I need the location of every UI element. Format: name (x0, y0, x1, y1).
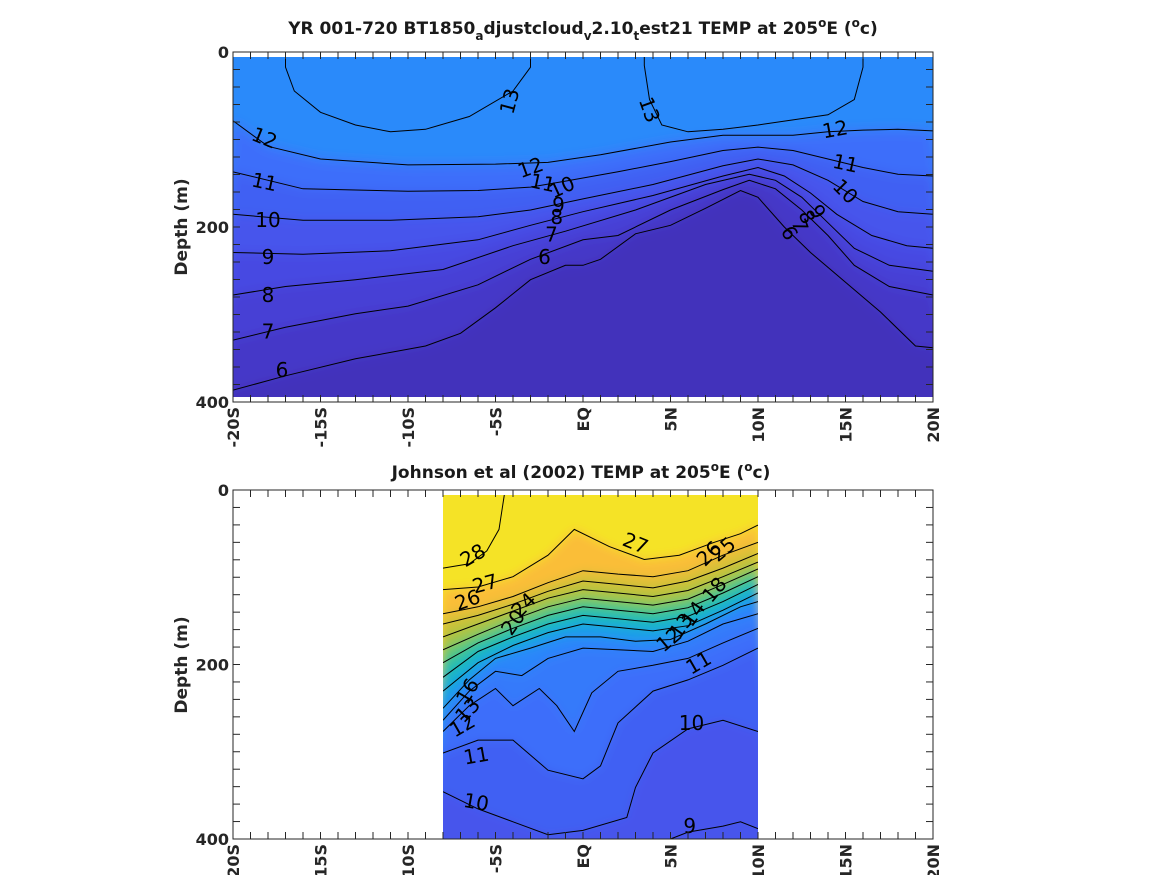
bottom-panel-contour-label: 9 (683, 814, 696, 838)
top-panel-title-part: o (852, 16, 860, 30)
bottom-panel-x-tick-label: -5S (487, 844, 506, 873)
top-panel-contour-line (643, 57, 864, 133)
top-panel-title-part: a (475, 29, 483, 43)
top-panel-contour-label: 7 (545, 223, 558, 247)
bottom-panel-contour-line (443, 524, 758, 591)
top-panel-title-part: YR 001-720 BT1850 (287, 19, 475, 39)
top-panel-contour-label: 11 (528, 168, 558, 197)
bottom-panel: Johnson et al (2002) TEMP at 205oE (oc) … (172, 460, 943, 875)
bottom-panel-y-tick-label: 400 (196, 830, 229, 849)
top-panel-x-tick-label: 5N (662, 407, 681, 432)
top-panel-contour-label: 9 (552, 193, 565, 217)
top-panel-contour-line (233, 146, 933, 192)
top-panel-title-part: est21 TEMP at 205 (639, 19, 818, 39)
top-panel-contour-line (285, 57, 531, 133)
top-panel-title-part: E ( (826, 19, 851, 39)
bottom-panel-contour-line (443, 576, 758, 664)
top-panel-contour-label: 6 (276, 358, 289, 382)
bottom-panel-ticks (232, 489, 934, 840)
top-panel-field-viewport (233, 57, 933, 397)
bottom-panel-title-part: o (711, 460, 719, 474)
top-panel-y-tick-label: 400 (196, 393, 229, 412)
top-panel-tick-labels: -20S -15S -10S -5S EQ 5N 10N 15N 20N 0 200 400 (196, 43, 943, 447)
bottom-panel-contour-label: 11 (462, 742, 491, 770)
top-panel-x-tick-label: EQ (574, 407, 593, 432)
top-panel-contour-label: 10 (255, 208, 280, 232)
top-panel-title-part: t (633, 29, 639, 43)
top-panel-color-field (233, 57, 933, 397)
bottom-panel-contour-line (443, 541, 758, 615)
bottom-panel-contour-label: 10 (679, 711, 704, 735)
bottom-panel-x-tick-label: -10S (399, 844, 418, 875)
top-panel-contour-line (233, 189, 933, 391)
top-panel: YR 001-720 BT1850adjustcloudv2.10test21 … (172, 16, 943, 447)
top-panel-x-tick-label: 20N (924, 407, 943, 443)
top-panel-contour-label: 9 (262, 245, 275, 269)
bottom-panel-contour-line (443, 568, 758, 651)
top-panel-ticks (232, 51, 934, 403)
bottom-panel-title: Johnson et al (2002) TEMP at 205oE (oc) (391, 460, 771, 483)
bottom-panel-contour-line (443, 647, 758, 780)
top-panel-title-part: v (584, 29, 592, 43)
top-panel-title-part: djustcloud (483, 19, 583, 39)
bottom-panel-x-tick-label: 20N (924, 844, 943, 875)
top-panel-contour-label: 8 (550, 205, 563, 229)
bottom-panel-y-axis-label: Depth (m) (172, 616, 192, 713)
top-panel-contour-line (233, 120, 933, 166)
bottom-panel-x-tick-label: -20S (224, 844, 243, 875)
top-panel-title-part: 2.10 (592, 19, 634, 39)
bottom-panel-contour-label: 10 (462, 788, 491, 816)
top-panel-contour-label: 8 (262, 283, 275, 307)
top-panel-contour-label: 11 (250, 168, 280, 197)
top-panel-x-tick-label: 15N (837, 407, 856, 443)
bottom-panel-contour-line (443, 495, 505, 569)
bottom-panel-title-part: Johnson et al (2002) TEMP at 205 (391, 463, 711, 483)
top-panel-title: YR 001-720 BT1850adjustcloudv2.10test21 … (287, 16, 878, 43)
bottom-panel-contour-line (443, 627, 758, 733)
top-panel-y-axis-label: Depth (m) (172, 178, 192, 275)
bottom-panel-field-band (443, 720, 758, 839)
top-panel-contour-label: 11 (831, 149, 861, 178)
top-panel-title-part: o (818, 16, 826, 30)
bottom-panel-contour-line (443, 601, 758, 709)
bottom-panel-contour-line (443, 553, 758, 625)
top-panel-contour-line (233, 179, 933, 341)
bottom-panel-contours (443, 495, 758, 839)
bottom-panel-x-tick-label: EQ (574, 844, 593, 869)
bottom-panel-contour-line (443, 592, 758, 692)
top-panel-x-tick-label: 10N (749, 407, 768, 443)
bottom-panel-contour-line (443, 613, 758, 721)
top-panel-x-tick-label: -10S (399, 407, 418, 447)
top-panel-field-band (233, 190, 933, 397)
top-panel-y-tick-label: 0 (218, 43, 229, 62)
top-panel-y-tick-label: 200 (196, 218, 229, 237)
top-panel-x-tick-label: -15S (312, 407, 331, 447)
bottom-panel-y-tick-label: 0 (218, 481, 229, 500)
bottom-panel-contour-line (670, 821, 758, 839)
bottom-panel-x-tick-label: 5N (662, 844, 681, 869)
top-panel-contour-label: 12 (820, 115, 849, 143)
bottom-panel-x-tick-label: 15N (837, 844, 856, 875)
top-panel-contour-label: 6 (538, 245, 551, 269)
top-panel-contours (233, 57, 933, 391)
bottom-panel-tick-labels: -20S -15S -10S -5S EQ 5N 10N 15N 20N 0 200 400 (196, 481, 943, 875)
top-panel-contour-line (233, 173, 933, 296)
bottom-panel-x-tick-label: 10N (749, 844, 768, 875)
top-panel-title-part: c) (860, 19, 878, 39)
top-panel-contour-line (233, 158, 933, 221)
bottom-panel-contour-line (443, 719, 758, 836)
bottom-panel-title-part: c) (753, 463, 771, 483)
bottom-panel-title-part: o (744, 460, 752, 474)
top-panel-field-layers (233, 57, 933, 397)
bottom-panel-y-tick-label: 200 (196, 656, 229, 675)
top-panel-contour-label: 7 (262, 320, 275, 344)
top-panel-x-tick-label: -20S (224, 407, 243, 447)
bottom-panel-title-part: E ( (719, 463, 744, 483)
bottom-panel-x-tick-label: -15S (312, 844, 331, 875)
bottom-panel-contour-line (443, 583, 758, 678)
top-panel-x-tick-label: -5S (487, 407, 506, 436)
top-panel-contour-line (233, 166, 933, 255)
bottom-panel-contour-line (443, 561, 758, 638)
